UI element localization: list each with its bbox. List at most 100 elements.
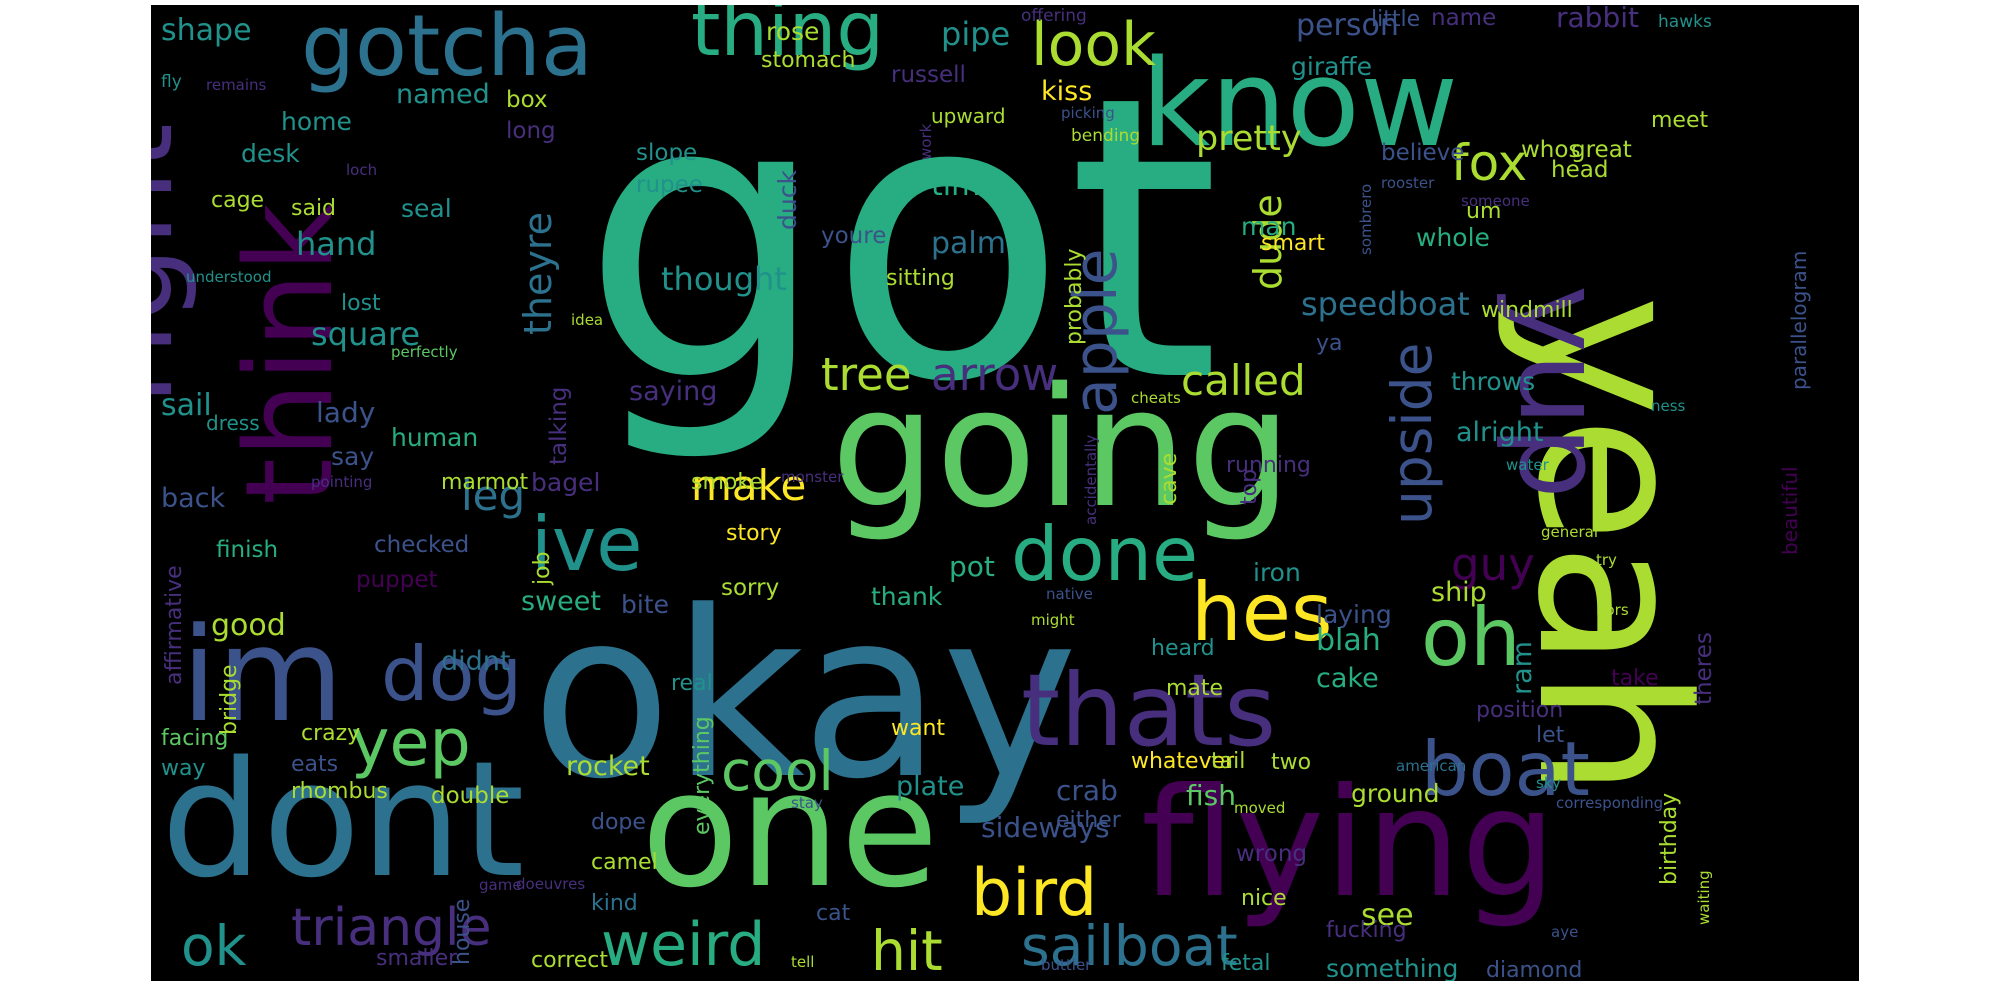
word-checked: checked (374, 532, 469, 558)
word-monster: monster (781, 468, 844, 486)
word-done: done (1011, 510, 1198, 598)
word-house: house (450, 899, 475, 965)
word-perfectly: perfectly (391, 343, 458, 361)
word-one: one (641, 736, 939, 923)
word-bite: bite (621, 590, 669, 619)
word-cloud-canvas: got okay yeah going dont one flying know right th… (151, 5, 1859, 981)
word-man: man (1241, 212, 1297, 241)
word-way: way (161, 756, 206, 781)
word-rupee: rupee (636, 172, 703, 198)
word-whos: whos (1521, 137, 1580, 163)
word-yep: yep (351, 706, 471, 781)
word-puppet: puppet (356, 567, 438, 593)
word-oh: oh (1421, 591, 1521, 684)
word-pointing: pointing (311, 473, 372, 491)
word-cake: cake (1316, 663, 1379, 694)
word-upward: upward (931, 104, 1006, 128)
word-bridge: bridge (217, 664, 242, 735)
word-right: right (151, 123, 200, 405)
word-didnt: didnt (441, 646, 510, 677)
word-throws: throws (1451, 367, 1535, 396)
word-talking: talking (546, 387, 572, 465)
word-know: know (1141, 35, 1458, 174)
word-apple: apple (1061, 248, 1131, 415)
word-hors: hors (1596, 601, 1629, 619)
word-dude: dude (1246, 194, 1290, 290)
word-fucking: fucking (1326, 918, 1407, 943)
word-fish: fish (1186, 779, 1236, 812)
word-work: work (917, 123, 935, 160)
word-named: named (396, 79, 490, 110)
word-cat: cat (816, 901, 851, 926)
word-something: something (1326, 954, 1458, 981)
word-cave: cave (1157, 453, 1182, 505)
word-remains: remains (206, 76, 267, 94)
word-thought: thought (661, 260, 787, 298)
word-marmot: marmot (441, 470, 528, 495)
word-hand: hand (296, 225, 376, 263)
word-theres: theres (1691, 632, 1717, 705)
word-stay: stay (791, 794, 823, 812)
word-windmill: windmill (1481, 298, 1573, 323)
word-home: home (281, 107, 352, 136)
word-desk: desk (241, 139, 300, 168)
word-cool: cool (721, 739, 834, 803)
word-dont: dont (161, 726, 525, 913)
word-bending: bending (1071, 126, 1140, 146)
word-believe: believe (1381, 140, 1464, 166)
word-sky: sky (1536, 774, 1561, 792)
word-shape: shape (161, 13, 252, 48)
word-understood: understood (186, 268, 272, 286)
word-head: head (1551, 157, 1608, 183)
word-aye: aye (1551, 923, 1578, 941)
word-good: good (211, 608, 286, 643)
word-beautiful: beautiful (1778, 466, 1802, 555)
word-ness: ness (1651, 397, 1686, 415)
word-sail: sail (161, 388, 212, 423)
word-ive: ive (531, 500, 642, 588)
word-native: native (1046, 585, 1093, 603)
word-iron: iron (1253, 558, 1301, 587)
word-hit: hit (871, 919, 943, 981)
word-russell: russell (891, 62, 966, 88)
word-person: person (1296, 8, 1399, 43)
word-yup: yup (1493, 285, 1627, 499)
word-facing: facing (161, 726, 228, 751)
word-whatever: whatever (1131, 749, 1235, 774)
word-sailboat: sailboat (1021, 914, 1238, 978)
word-general: general (1541, 523, 1598, 541)
word-upside: upside (1380, 343, 1444, 525)
word-want: want (891, 716, 945, 741)
word-waiting: waiting (1695, 870, 1713, 925)
word-guy: guy (1451, 538, 1535, 591)
word-either: either (1056, 808, 1122, 833)
word-said: said (291, 196, 336, 221)
word-pretty: pretty (1196, 119, 1302, 159)
word-loch: loch (346, 161, 377, 179)
word-buttler: buttler (1041, 956, 1092, 974)
word-human: human (391, 423, 478, 452)
word-mate: mate (1166, 676, 1223, 701)
word-leg: leg (461, 471, 525, 520)
word-boat: boat (1421, 725, 1590, 813)
word-dog: dog (381, 630, 522, 718)
word-pipe: pipe (941, 15, 1010, 53)
word-dress: dress (206, 411, 260, 435)
word-smoke: smoke (691, 470, 763, 495)
word-kind: kind (591, 891, 638, 916)
word-try: try (1596, 551, 1617, 569)
word-blah: blah (1316, 623, 1381, 658)
word-rabbit: rabbit (1556, 5, 1639, 34)
word-giraffe: giraffe (1291, 52, 1372, 81)
word-say: say (331, 442, 374, 471)
word-gotcha: gotcha (301, 5, 593, 96)
word-name: name (1431, 5, 1496, 31)
word-sorry: sorry (721, 575, 779, 601)
word-sweet: sweet (521, 586, 601, 617)
word-arrow: arrow (931, 348, 1058, 401)
word-rose: rose (766, 17, 819, 46)
word-ground: ground (1351, 779, 1439, 808)
word-american: american (1396, 757, 1466, 775)
word-crazy: crazy (301, 721, 360, 746)
word-sitting: sitting (886, 266, 955, 291)
